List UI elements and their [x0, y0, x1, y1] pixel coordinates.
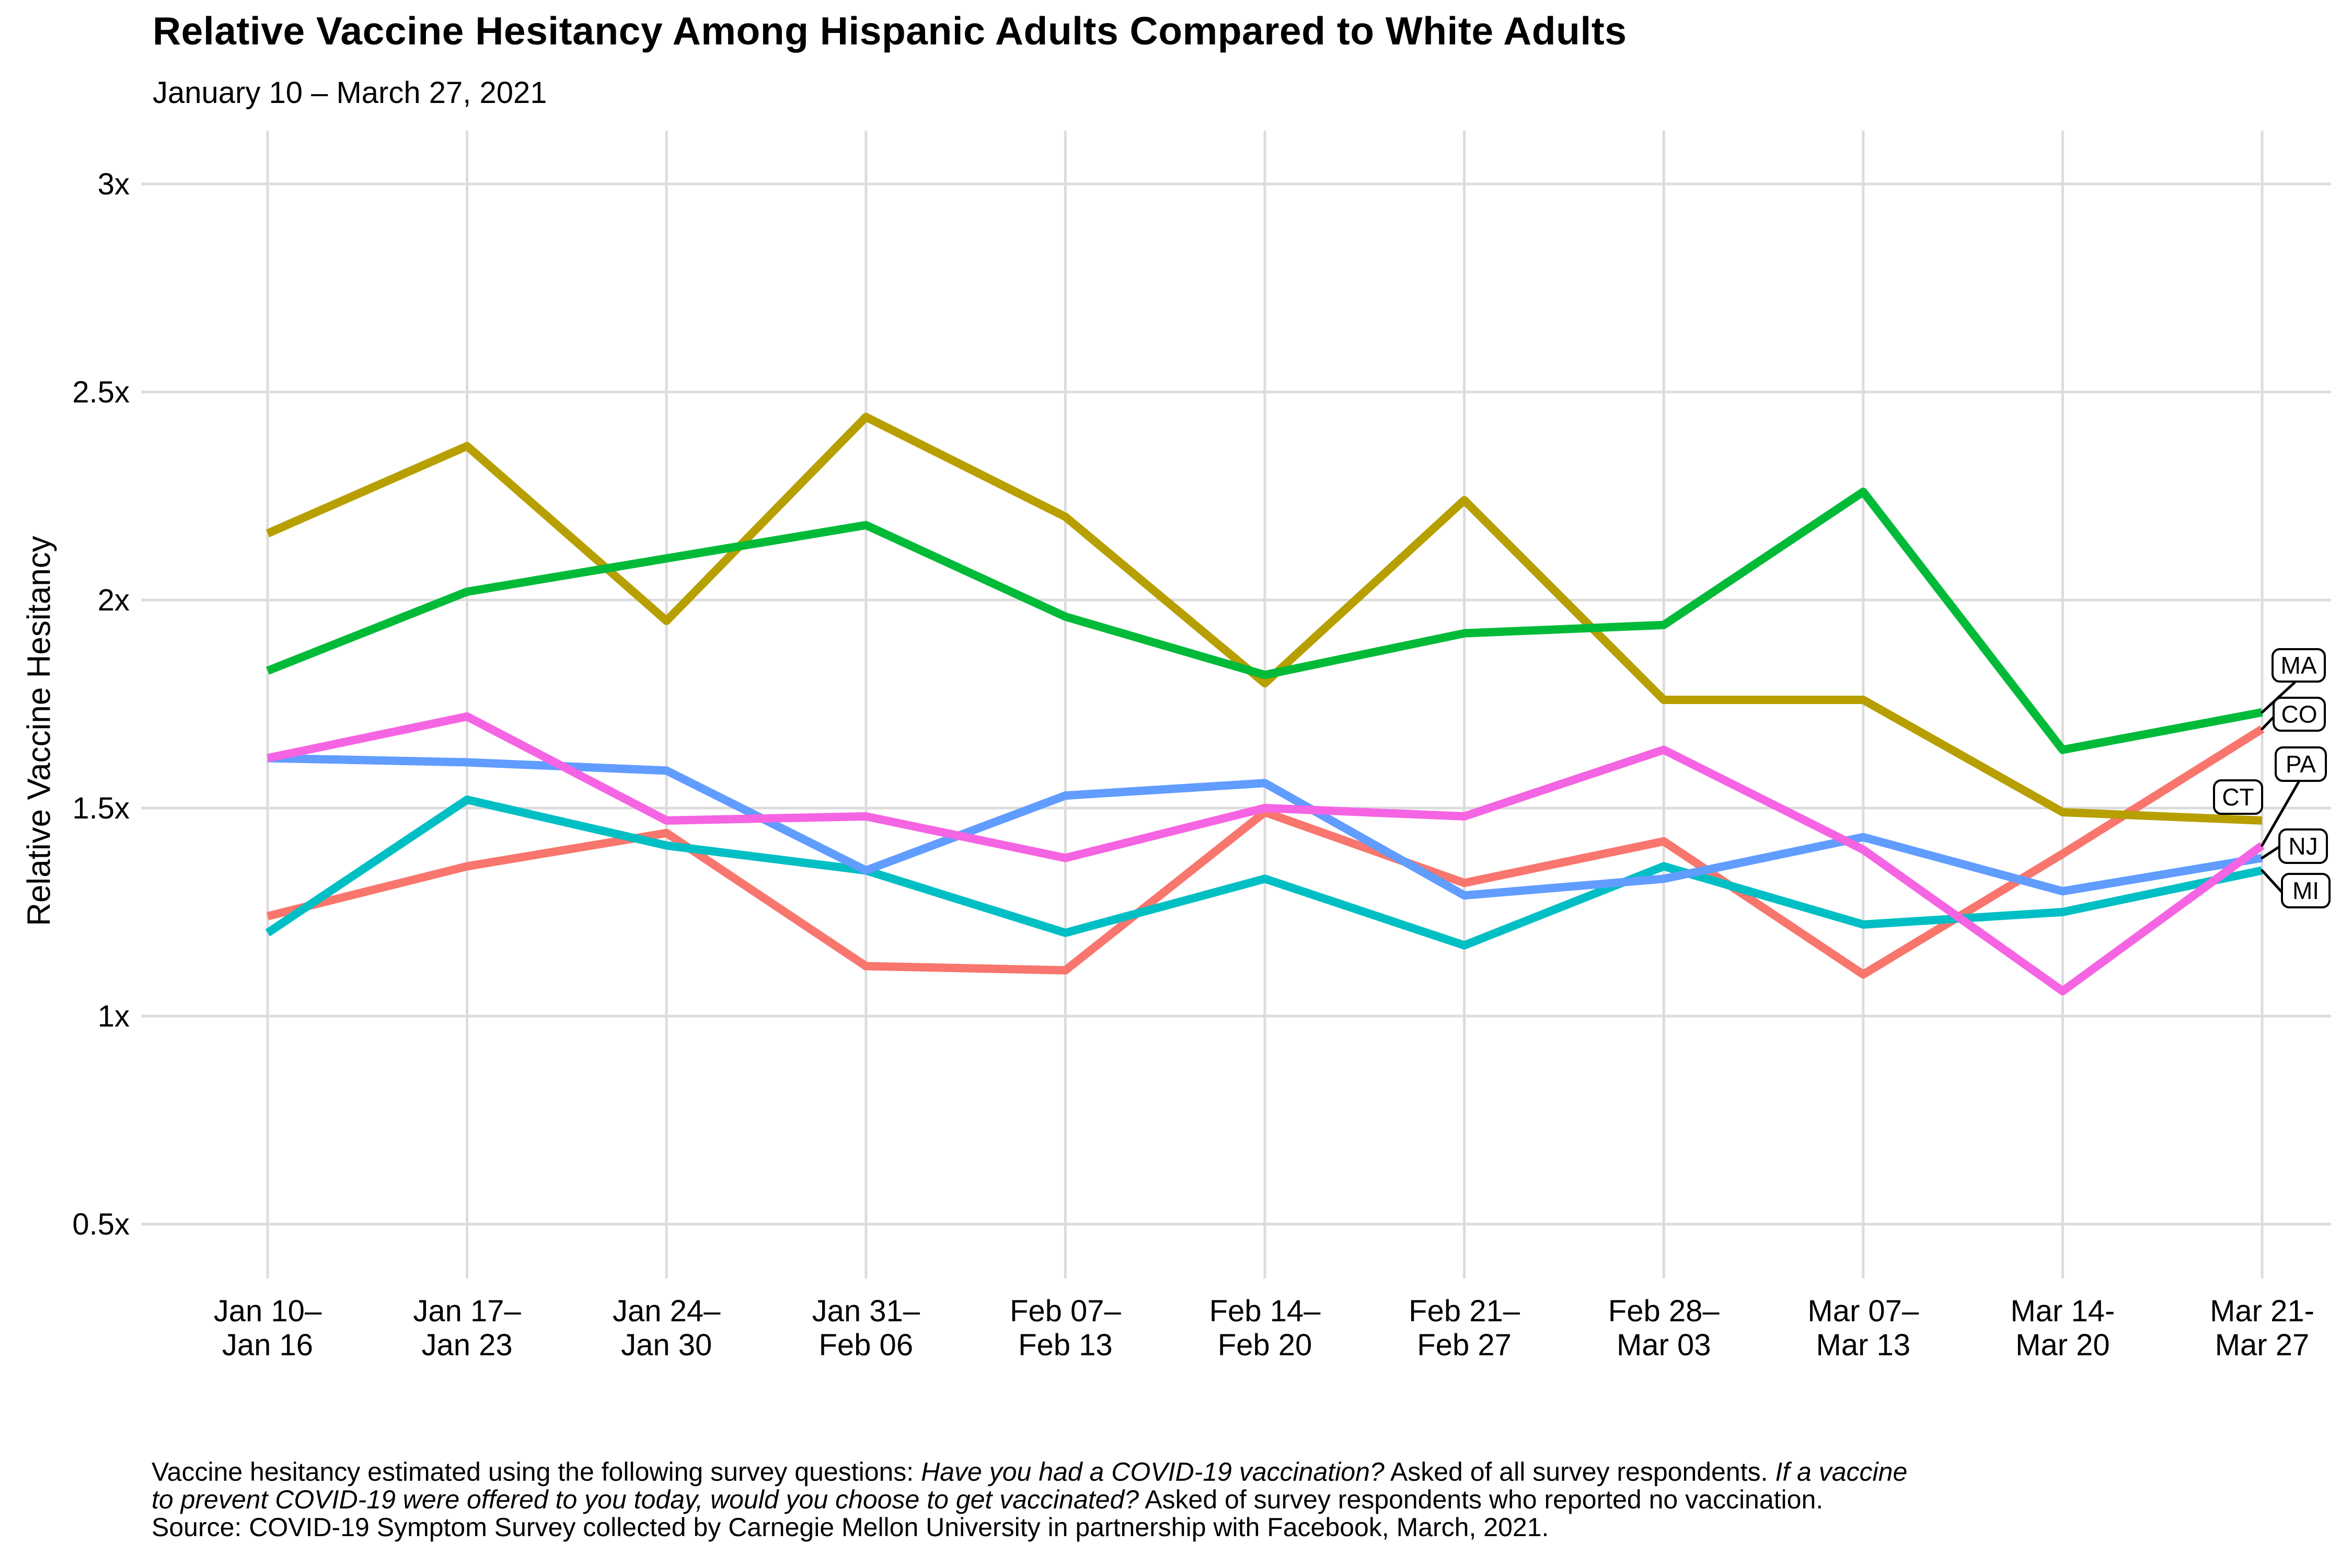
state-label-MA: MA: [2261, 648, 2326, 714]
footnote-segment: Source: COVID-19 Symptom Survey collecte…: [152, 1513, 1549, 1542]
state-label-CO: CO: [2261, 697, 2326, 732]
series-line-MA: [266, 488, 2263, 754]
x-tick-label-week-6-line1: Feb 14–: [1209, 1294, 1321, 1328]
y-axis-title: Relative Vaccine Hesitancy: [21, 536, 57, 926]
leader-line-CO: [2261, 716, 2275, 731]
x-tick-label-week-8-line2: Mar 03: [1617, 1328, 1711, 1362]
footnote-line-3: Source: COVID-19 Symptom Survey collecte…: [152, 1514, 1907, 1541]
series-line-PA: [267, 712, 2265, 996]
state-label-PA: PA: [2261, 746, 2327, 847]
footnote-italic-segment: to prevent COVID-19 were offered to you …: [152, 1485, 1139, 1514]
state-label-text-MI: MI: [2292, 877, 2319, 904]
x-tick-label-week-6-line2: Feb 20: [1218, 1328, 1312, 1362]
state-label-box-MA: [2272, 648, 2326, 683]
series-line-MI: [265, 795, 2263, 950]
x-tick-label-week-9-line2: Mar 13: [1816, 1328, 1911, 1362]
footnote-line-1: Vaccine hesitancy estimated using the fo…: [152, 1458, 1907, 1486]
x-tick-label-week-11-line1: Mar 21-: [2210, 1294, 2314, 1328]
leader-line-NJ: [2261, 845, 2281, 860]
y-tick-label-2x: 2x: [98, 583, 130, 617]
y-tick-label-1.5x: 1.5x: [72, 791, 130, 825]
x-tick-label-week-11-line2: Mar 27: [2215, 1328, 2310, 1362]
x-tick-label-week-2-line2: Jan 23: [422, 1328, 513, 1362]
series-line-NJ: [267, 754, 2263, 900]
footnote-segment: Asked of survey respondents who reported…: [1139, 1485, 1824, 1514]
state-label-MI: MI: [2261, 869, 2331, 908]
x-tick-label-week-4-line1: Jan 31–: [812, 1294, 920, 1328]
x-tick-label-week-5-line1: Feb 07–: [1010, 1294, 1122, 1328]
x-tick-label-week-7-line2: Feb 27: [1417, 1328, 1512, 1362]
x-tick-label-week-4-line2: Feb 06: [819, 1328, 914, 1362]
x-tick-label-week-5-line2: Feb 13: [1018, 1328, 1113, 1362]
state-label-box-PA: [2275, 746, 2327, 782]
x-tick-label-week-10-line2: Mar 20: [2015, 1328, 2110, 1362]
state-label-text-NJ: NJ: [2288, 833, 2318, 860]
state-label-NJ: NJ: [2261, 828, 2328, 864]
state-label-text-CT: CT: [2222, 783, 2254, 811]
leader-line-MA: [2261, 681, 2296, 714]
footnote-line-2: to prevent COVID-19 were offered to you …: [152, 1486, 1907, 1514]
state-label-box-CO: [2273, 697, 2326, 732]
state-label-text-CO: CO: [2281, 701, 2318, 728]
y-tick-label-2.5x: 2.5x: [72, 375, 130, 409]
footnote: Vaccine hesitancy estimated using the fo…: [152, 1458, 1907, 1541]
state-label-text-MA: MA: [2281, 652, 2317, 679]
state-label-CT: CT: [2213, 779, 2263, 815]
state-label-box-NJ: [2278, 828, 2328, 864]
leader-line-MI: [2261, 869, 2284, 894]
series-line-CT: [266, 412, 2263, 825]
x-tick-label-week-3-line2: Jan 30: [621, 1328, 712, 1362]
footnote-italic-segment: If a vaccine: [1775, 1457, 1908, 1486]
footnote-segment: Vaccine hesitancy estimated using the fo…: [152, 1457, 921, 1486]
footnote-italic-segment: Have you had a COVID-19 vaccination?: [921, 1457, 1385, 1486]
leader-line-PA: [2261, 780, 2300, 847]
x-tick-label-week-10-line1: Mar 14-: [2010, 1294, 2115, 1328]
state-label-box-CT: [2213, 779, 2263, 815]
x-tick-label-week-8-line1: Feb 28–: [1608, 1294, 1720, 1328]
chart-subtitle: January 10 – March 27, 2021: [153, 76, 547, 110]
y-tick-label-3x: 3x: [98, 167, 130, 201]
chart-title: Relative Vaccine Hesitancy Among Hispani…: [153, 9, 1627, 53]
state-label-box-MI: [2281, 873, 2331, 908]
x-tick-label-week-2-line1: Jan 17–: [413, 1294, 521, 1328]
x-tick-label-week-1-line2: Jan 16: [222, 1328, 313, 1362]
footnote-segment: Asked of all survey respondents.: [1384, 1457, 1775, 1486]
y-tick-label-0.5x: 0.5x: [72, 1207, 130, 1241]
x-tick-label-week-3-line1: Jan 24–: [613, 1294, 721, 1328]
state-label-text-PA: PA: [2286, 751, 2316, 778]
y-tick-label-1x: 1x: [98, 999, 130, 1033]
x-tick-label-week-9-line1: Mar 07–: [1807, 1294, 1919, 1328]
x-tick-label-week-1-line1: Jan 10–: [214, 1294, 322, 1328]
x-tick-label-week-7-line1: Feb 21–: [1409, 1294, 1520, 1328]
